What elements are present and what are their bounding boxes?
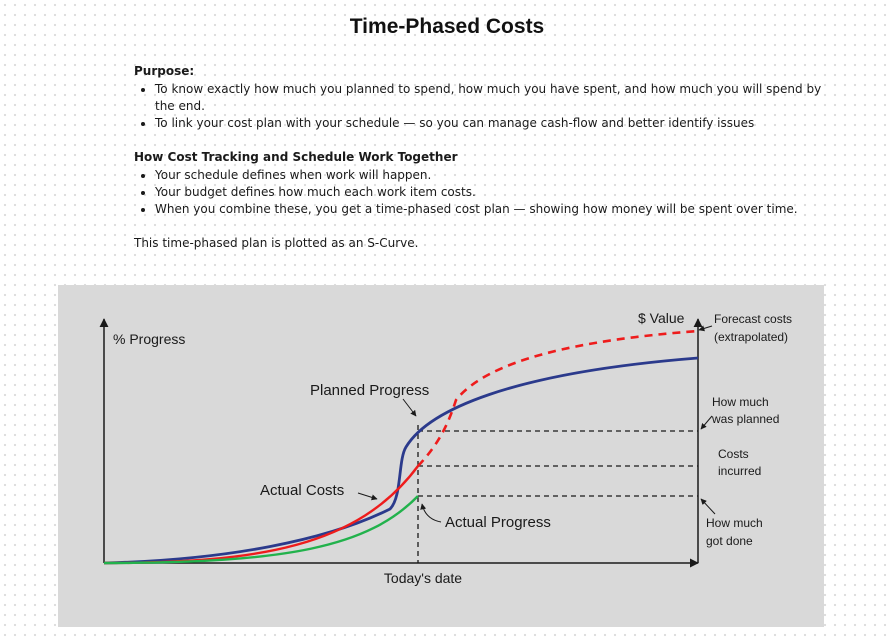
planned-progress-label: Planned Progress (310, 382, 429, 399)
list-item: To know exactly how much you planned to … (155, 81, 824, 115)
costs-annotation-line1: Costs (718, 447, 749, 461)
list-item: Your schedule defines when work will hap… (155, 167, 824, 184)
done-annotation-line2: got done (706, 534, 753, 548)
s-curve-diagram: % Progress $ Value Today's date Planned … (58, 285, 824, 627)
costs-annotation-line2: incurred (718, 464, 761, 478)
y-axis-left-label: % Progress (113, 331, 185, 347)
done-annotation-line1: How much (706, 516, 763, 530)
cost-tracking-heading: How Cost Tracking and Schedule Work Toge… (134, 150, 458, 164)
done-annotation-pointer (700, 498, 716, 515)
forecast-pointer (698, 325, 713, 332)
forecast-label-line2: (extrapolated) (714, 330, 788, 344)
actual-costs-pointer (357, 492, 378, 501)
actual-costs-label: Actual Costs (260, 482, 344, 499)
actual-progress-label: Actual Progress (445, 514, 551, 531)
s-curve-svg: % Progress $ Value Today's date Planned … (99, 310, 792, 586)
forecast-costs-curve (417, 329, 699, 467)
list-item: Your budget defines how much each work i… (155, 184, 824, 201)
list-item: When you combine these, you get a time-p… (155, 201, 824, 218)
list-item: To link your cost plan with your schedul… (155, 115, 824, 132)
purpose-list: To know exactly how much you planned to … (134, 81, 824, 132)
planned-progress-pointer (402, 398, 417, 417)
summary-text: This time-phased plan is plotted as an S… (134, 236, 419, 250)
forecast-label-line1: Forecast costs (714, 312, 792, 326)
y-axis-right-label: $ Value (638, 310, 685, 326)
actual-progress-curve (103, 495, 419, 565)
planned-annotation-line2: was planned (711, 412, 779, 426)
planned-annotation-pointer (700, 415, 713, 430)
page-title: Time-Phased Costs (349, 15, 545, 38)
x-axis-label: Today's date (384, 570, 462, 586)
purpose-heading: Purpose: (134, 64, 195, 78)
actual-progress-pointer (420, 503, 442, 523)
planned-progress-curve (103, 356, 699, 565)
cost-tracking-list: Your schedule defines when work will hap… (134, 167, 824, 218)
content: Purpose: To know exactly how much you pl… (134, 63, 824, 252)
planned-annotation-line1: How much (712, 395, 769, 409)
